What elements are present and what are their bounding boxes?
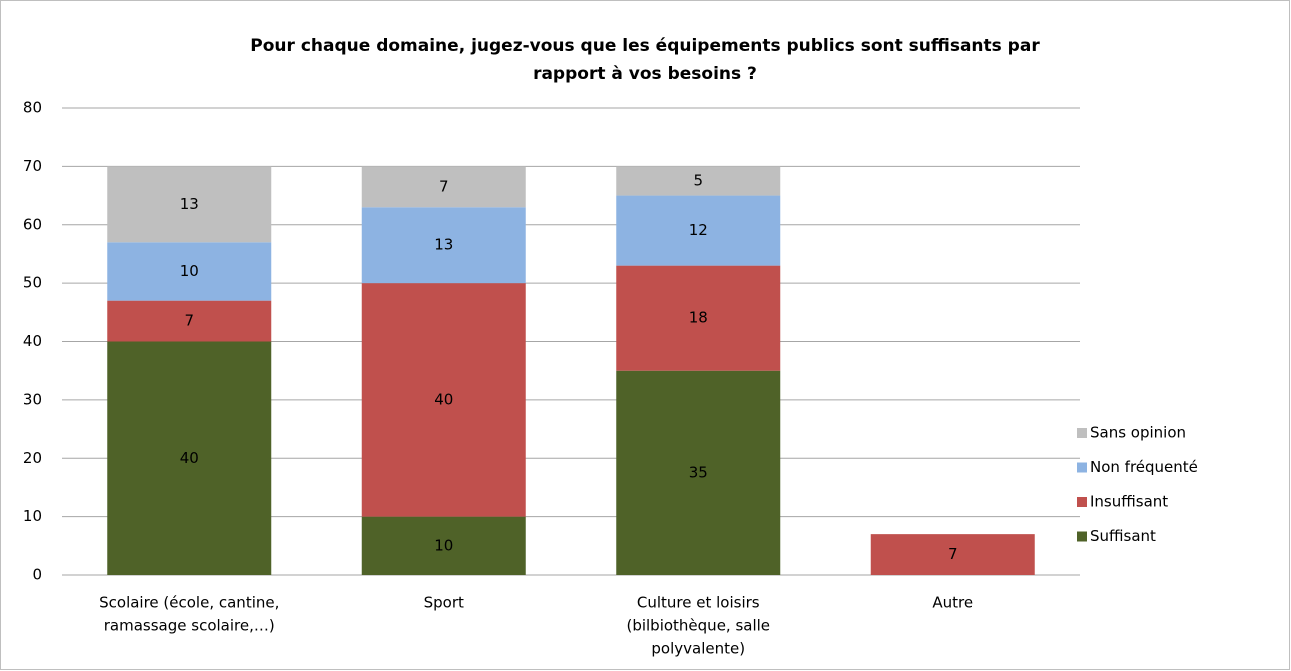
chart-title: Pour chaque domaine, jugez-vous que les … bbox=[250, 36, 1040, 56]
bar-segment bbox=[107, 341, 272, 575]
data-label: 7 bbox=[439, 177, 449, 195]
bar-segment bbox=[616, 166, 781, 196]
bar-segment bbox=[870, 534, 1035, 575]
data-label: 35 bbox=[689, 463, 708, 481]
y-tick-label: 20 bbox=[23, 449, 42, 467]
data-label: 10 bbox=[180, 262, 199, 280]
x-tick-label: Culture et loisirs bbox=[637, 594, 760, 612]
data-label: 10 bbox=[434, 536, 453, 554]
y-tick-label: 80 bbox=[23, 99, 42, 117]
legend-label: Non fréquenté bbox=[1090, 458, 1198, 476]
legend-swatch bbox=[1077, 462, 1087, 473]
y-tick-label: 70 bbox=[23, 157, 42, 175]
bar-segment bbox=[361, 166, 526, 208]
data-label: 7 bbox=[948, 545, 958, 563]
legend-label: Insuffisant bbox=[1090, 493, 1168, 511]
data-label: 12 bbox=[689, 221, 708, 239]
data-label: 13 bbox=[180, 195, 199, 213]
legend-swatch bbox=[1077, 497, 1087, 507]
x-tick-label: polyvalente) bbox=[651, 640, 745, 658]
y-tick-label: 50 bbox=[23, 274, 42, 292]
data-label: 18 bbox=[689, 309, 708, 327]
y-tick-label: 10 bbox=[23, 507, 42, 525]
bar-segment bbox=[616, 195, 781, 266]
bar-segment bbox=[361, 207, 526, 284]
data-label: 7 bbox=[184, 312, 194, 330]
legend-label: Sans opinion bbox=[1090, 424, 1186, 442]
bar-segment bbox=[361, 283, 526, 517]
legend-swatch bbox=[1077, 428, 1087, 438]
y-tick-label: 60 bbox=[23, 215, 42, 233]
y-tick-label: 0 bbox=[32, 566, 42, 584]
x-tick-label: Scolaire (école, cantine, bbox=[99, 594, 279, 612]
y-tick-label: 40 bbox=[23, 332, 42, 350]
bar-segment bbox=[616, 370, 781, 575]
data-label: 40 bbox=[434, 390, 453, 408]
bar-segment bbox=[107, 300, 272, 342]
x-tick-label: Autre bbox=[932, 594, 973, 612]
bar-segment bbox=[107, 166, 272, 243]
x-tick-label: ramassage scolaire,…) bbox=[104, 617, 275, 635]
bar-segment bbox=[107, 242, 272, 301]
x-tick-label: Sport bbox=[424, 594, 464, 612]
bar-segment bbox=[361, 516, 526, 575]
chart-title: rapport à vos besoins ? bbox=[533, 64, 757, 84]
legend-label: Suffisant bbox=[1090, 527, 1156, 545]
data-label: 5 bbox=[693, 171, 703, 189]
data-label: 13 bbox=[434, 236, 453, 254]
x-tick-label: (bilbiothèque, salle bbox=[626, 617, 770, 635]
bar-segment bbox=[616, 265, 781, 371]
legend-swatch bbox=[1077, 531, 1087, 542]
data-label: 40 bbox=[180, 449, 199, 467]
y-tick-label: 30 bbox=[23, 390, 42, 408]
